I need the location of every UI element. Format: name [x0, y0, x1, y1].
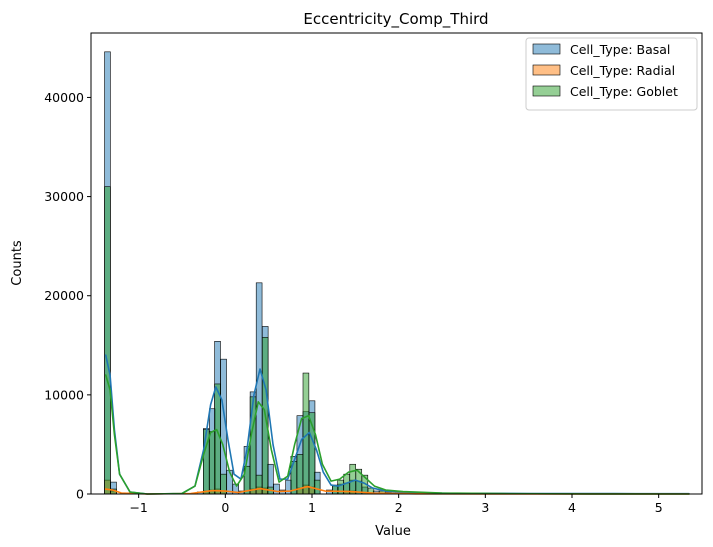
y-tick-label: 20000 — [44, 288, 84, 303]
x-tick-label: 4 — [568, 500, 576, 515]
y-axis-label: Counts — [10, 240, 25, 286]
legend-label-cell-type-basal: Cell_Type: Basal — [570, 42, 670, 57]
legend-swatch-cell-type-goblet — [532, 85, 561, 97]
x-tick-label: 1 — [308, 500, 316, 515]
x-axis: −1 0 1 2 3 4 5 — [129, 494, 663, 515]
x-axis-label: Value — [375, 524, 411, 539]
chart-title: Eccentricity_Comp_Third — [303, 10, 488, 29]
y-tick-label: 30000 — [44, 189, 84, 204]
kde-line-cell-type-goblet — [104, 374, 690, 495]
x-tick-label: 5 — [655, 500, 663, 515]
legend-box — [525, 37, 698, 111]
bar-cell-type-goblet-19 — [349, 463, 356, 495]
y-tick-label: 0 — [76, 487, 84, 502]
y-axis: 0 10000 20000 30000 40000 — [44, 90, 91, 502]
x-tick-label: 2 — [395, 500, 403, 515]
bar-cell-type-goblet-7 — [249, 396, 257, 495]
bar-cell-type-basal-15 — [273, 483, 280, 495]
legend-label-cell-type-goblet: Cell_Type: Goblet — [570, 84, 678, 99]
plot-frame — [90, 32, 703, 495]
x-tick-label: −1 — [129, 500, 147, 515]
legend: Cell_Type: Basal Cell_Type: Radial Cell_Ty… — [525, 37, 698, 111]
y-tick-label: 40000 — [44, 90, 84, 105]
bar-cell-type-goblet-8 — [255, 474, 263, 495]
legend-swatch-cell-type-radial — [532, 64, 561, 76]
bar-cell-type-goblet-0 — [104, 186, 111, 495]
x-tick-label: 0 — [221, 500, 229, 515]
bar-cell-type-goblet-15 — [313, 479, 321, 495]
legend-label-cell-type-radial: Cell_Type: Radial — [570, 63, 675, 78]
x-tick-label: 3 — [481, 500, 489, 515]
bar-cell-type-goblet-4 — [214, 383, 221, 495]
legend-swatch-cell-type-basal — [532, 43, 561, 55]
bar-cell-type-basal-12 — [255, 282, 263, 495]
y-tick-label: 10000 — [44, 387, 84, 402]
